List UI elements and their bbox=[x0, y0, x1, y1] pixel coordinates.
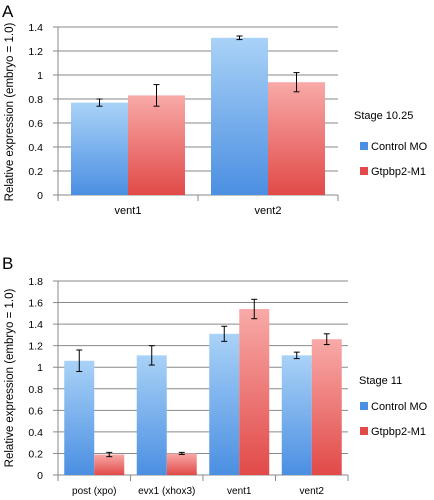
x-category-label: vent1 bbox=[115, 205, 142, 217]
panel-b-stage-label: Stage 11 bbox=[359, 375, 402, 387]
y-tick-label: 1.2 bbox=[28, 341, 43, 353]
legend-label-control-mo: Control MO bbox=[371, 401, 428, 413]
y-tick-label: 1.8 bbox=[28, 276, 43, 288]
panel-b-label: B bbox=[2, 254, 13, 273]
control-mo-bar bbox=[281, 355, 312, 475]
gtpbp2-m1-bar bbox=[268, 82, 325, 195]
legend-swatch-gtpbp2-m1 bbox=[360, 427, 368, 435]
y-tick-label: 1 bbox=[37, 70, 43, 82]
y-tick-label: 0.4 bbox=[28, 142, 43, 154]
legend-label-control-mo: Control MO bbox=[371, 141, 428, 153]
x-category-label: vent2 bbox=[300, 486, 325, 497]
control-mo-bar bbox=[64, 360, 95, 475]
panel-a-stage-label: Stage 10.25 bbox=[354, 110, 413, 122]
gtpbp2-m1-bar bbox=[166, 453, 197, 475]
panel-a-label: A bbox=[2, 2, 14, 21]
control-mo-bar bbox=[209, 333, 240, 475]
gtpbp2-m1-bar bbox=[239, 309, 270, 475]
y-tick-label: 1.6 bbox=[28, 298, 43, 310]
panel-b-plot: 0 0.2 0.4 0.6 0.8 1 1.2 1.4 1.6 1.8 post (xpo) evx1… bbox=[28, 276, 427, 497]
gtpbp2-m1-bar bbox=[311, 339, 342, 475]
x-category-label: evx1 (xhox3) bbox=[138, 486, 195, 497]
y-tick-label: 0.4 bbox=[28, 427, 43, 439]
y-tick-label: 1.4 bbox=[28, 22, 43, 34]
y-tick-label: 0.2 bbox=[28, 448, 43, 460]
y-tick-label: 1 bbox=[37, 362, 43, 374]
control-mo-bar bbox=[136, 355, 167, 475]
x-category-label: post (xpo) bbox=[72, 486, 116, 497]
panel-a-plot: 0 0.2 0.4 0.6 0.8 1 1.2 1.4 vent1 vent2 Control MO… bbox=[28, 22, 427, 217]
control-mo-bar bbox=[71, 102, 128, 195]
y-tick-label: 1.2 bbox=[28, 46, 43, 58]
y-tick-label: 0.2 bbox=[28, 166, 43, 178]
gtpbp2-m1-bar bbox=[128, 95, 185, 195]
x-category-label: vent2 bbox=[255, 205, 282, 217]
legend-swatch-gtpbp2-m1 bbox=[360, 167, 368, 175]
legend-label-gtpbp2-m1: Gtpbp2-M1 bbox=[371, 166, 426, 178]
y-tick-label: 0.8 bbox=[28, 94, 43, 106]
control-mo-bar bbox=[211, 37, 268, 195]
y-tick-label: 0.6 bbox=[28, 405, 43, 417]
y-tick-label: 0 bbox=[37, 470, 43, 482]
y-tick-label: 0.8 bbox=[28, 384, 43, 396]
panel-a-ylabel: Relative expression (embryo = 1.0) bbox=[4, 23, 16, 202]
legend-swatch-control-mo bbox=[360, 142, 368, 150]
gtpbp2-m1-bar bbox=[94, 454, 125, 475]
x-category-label: vent1 bbox=[227, 486, 252, 497]
legend-label-gtpbp2-m1: Gtpbp2-M1 bbox=[371, 426, 426, 438]
legend-swatch-control-mo bbox=[360, 402, 368, 410]
panel-b-ylabel: Relative expression (embryo = 1.0) bbox=[4, 289, 16, 468]
y-tick-label: 0 bbox=[37, 190, 43, 202]
y-tick-label: 1.4 bbox=[28, 319, 43, 331]
y-tick-label: 0.6 bbox=[28, 118, 43, 130]
